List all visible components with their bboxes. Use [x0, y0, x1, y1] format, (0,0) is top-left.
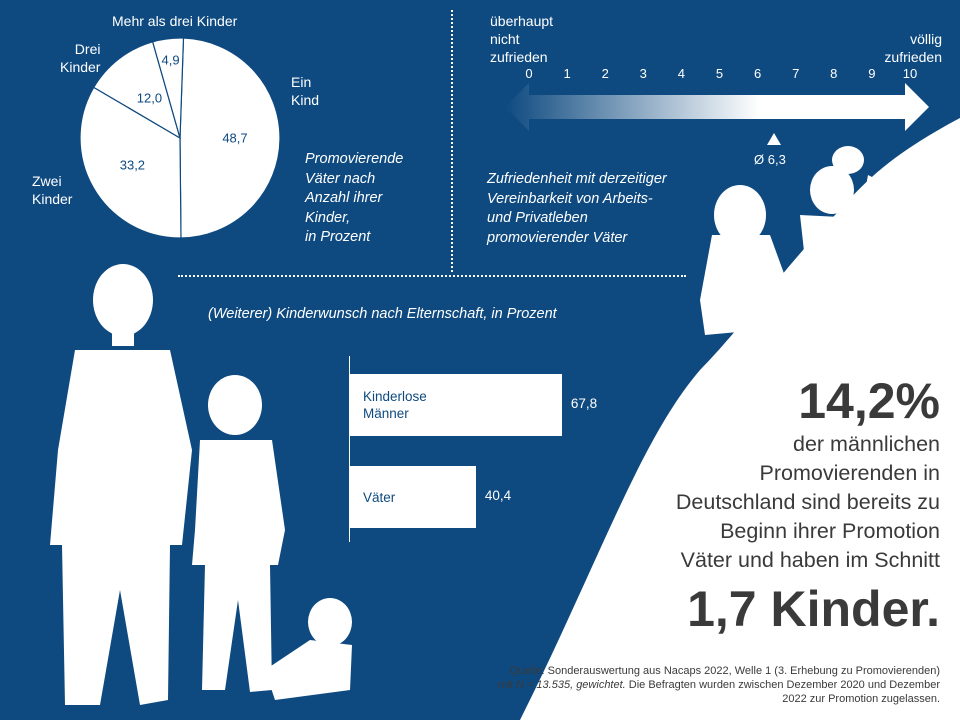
baby-silhouette	[265, 598, 352, 700]
bar-value-label: 67,8	[570, 396, 598, 411]
reading-silhouettes	[700, 146, 882, 335]
source-note: Quelle: Sonderauswertung aus Nacaps 2022…	[498, 665, 940, 705]
pie-slice	[151, 37, 185, 139]
scale-tick-label: 6	[753, 66, 762, 81]
average-marker-icon	[767, 133, 782, 145]
scale-arrow	[505, 83, 929, 131]
pie-label-ein: Ein Kind	[291, 74, 320, 108]
pie-caption: Promovierende Väter nach Anzahl ihrer Ki…	[305, 151, 404, 245]
bar: Kinderlose Männer	[349, 374, 562, 436]
scale-right-label: völlig zufrieden	[884, 31, 942, 65]
headline-kids: 1,7 Kinder.	[687, 581, 940, 637]
pie-value-label: 48,7	[222, 131, 247, 146]
bar: Väter	[349, 466, 476, 528]
divider-vertical	[451, 10, 453, 272]
bar-value-label: 40,4	[484, 488, 512, 503]
scale-tick-label: 9	[868, 66, 876, 81]
pie-value-label: 4,9	[162, 53, 180, 68]
pie-chart: 48,7 33,2 12,0 4,9	[79, 37, 281, 239]
pie-value-label: 12,0	[137, 90, 162, 105]
pie-slice	[79, 86, 182, 239]
pie-value-label: 33,2	[120, 158, 145, 173]
child-silhouette	[192, 375, 285, 692]
bar-category-label: Kinderlose Männer	[363, 389, 427, 421]
scale-tick-label: 8	[830, 66, 838, 81]
headline-stat: 14,2%	[798, 373, 940, 429]
scale-tick-label: 2	[601, 66, 609, 81]
scale-tick-label: 1	[563, 66, 571, 81]
bar-category-label: Väter	[363, 489, 396, 505]
scale-left-label: überhaupt nicht zufrieden	[490, 13, 554, 65]
pie-slice	[179, 37, 281, 239]
bar-axis-line	[349, 356, 350, 542]
scale-tick-label: 10	[902, 66, 918, 81]
adult-silhouette	[50, 264, 192, 705]
pie-label-drei: Drei Kinder	[60, 41, 101, 75]
pie-label-zwei: Zwei Kinder	[32, 173, 73, 207]
divider-horizontal	[178, 275, 686, 277]
pie-label-mehr: Mehr als drei Kinder	[112, 13, 238, 29]
scale-tick-label: 4	[677, 66, 686, 81]
scale-tick-label: 0	[525, 66, 533, 81]
pie-slice	[92, 41, 181, 140]
headline-text: der männlichen Promovierenden in Deutsch…	[675, 432, 940, 572]
satisfaction-caption: Zufriedenheit mit derzeitiger Vereinbark…	[487, 171, 667, 246]
scale-tick-label: 3	[639, 66, 647, 81]
bar-caption: (Weiterer) Kinderwunsch nach Elternschaf…	[208, 306, 557, 322]
scale-tick-label: 7	[792, 66, 800, 81]
scale-tick-label: 5	[715, 66, 724, 81]
average-label: Ø 6,3	[754, 152, 786, 167]
